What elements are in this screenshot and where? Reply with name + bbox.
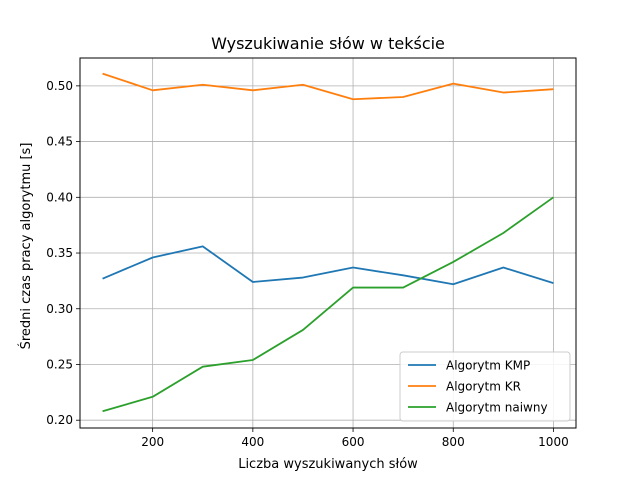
legend-label-1: Algorytm KR xyxy=(446,380,521,394)
y-tick-label: 0.25 xyxy=(46,357,73,371)
series-line-0 xyxy=(102,245,554,286)
x-axis-label: Liczba wyszukiwanych słów xyxy=(238,457,418,472)
y-tick-label: 0.35 xyxy=(46,246,73,260)
y-tick-label: 0.45 xyxy=(46,135,73,149)
grid xyxy=(80,58,576,428)
series-lines xyxy=(102,72,554,413)
legend: Algorytm KMP Algorytm KR Algorytm naiwny xyxy=(399,351,571,422)
x-tick-label: 600 xyxy=(342,435,365,449)
x-tick-label: 200 xyxy=(141,435,164,449)
series-line-1 xyxy=(102,72,554,101)
plot-frame xyxy=(79,57,577,429)
legend-box xyxy=(399,351,571,422)
series-line-2 xyxy=(102,196,554,413)
y-tick-label: 0.50 xyxy=(46,79,73,93)
axis-ticks: 200 400 600 800 1000 0.20 0.25 0.30 0.35 0.40 0.45… xyxy=(46,79,568,449)
y-tick-label: 0.20 xyxy=(46,413,73,427)
x-tick-label: 400 xyxy=(241,435,264,449)
y-axis-label: Średni czas pracy algorytmu [s] xyxy=(18,143,34,350)
legend-label-0: Algorytm KMP xyxy=(446,359,530,373)
chart-title: Wyszukiwanie słów w tekście xyxy=(211,34,445,53)
x-tick-label: 800 xyxy=(442,435,465,449)
y-tick-label: 0.30 xyxy=(46,302,73,316)
x-tick-label: 1000 xyxy=(538,435,569,449)
legend-label-2: Algorytm naiwny xyxy=(446,401,548,415)
y-tick-label: 0.40 xyxy=(46,190,73,204)
